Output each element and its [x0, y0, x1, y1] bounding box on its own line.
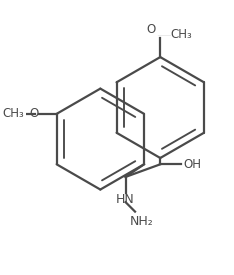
Text: CH₃: CH₃	[171, 28, 192, 41]
Text: CH₃: CH₃	[3, 107, 24, 120]
Text: O: O	[146, 23, 156, 36]
Text: HN: HN	[116, 193, 135, 206]
Text: NH₂: NH₂	[129, 215, 153, 228]
Text: O: O	[29, 107, 39, 120]
Text: OH: OH	[183, 158, 201, 171]
